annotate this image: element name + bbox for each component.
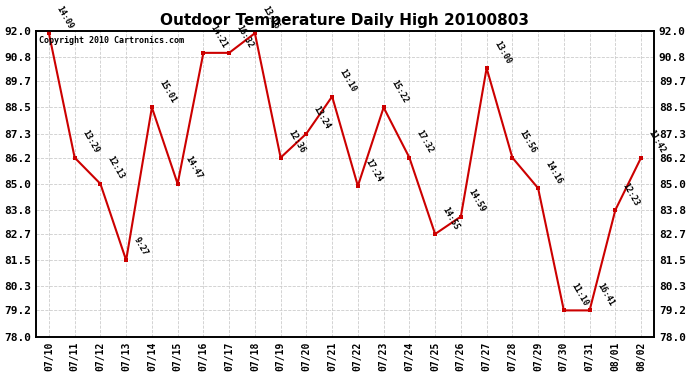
Text: 13:00: 13:00 bbox=[492, 39, 513, 65]
Text: 14:59: 14:59 bbox=[466, 188, 486, 214]
Text: 12:13: 12:13 bbox=[106, 155, 126, 181]
Text: 16:32: 16:32 bbox=[235, 24, 255, 50]
Text: 14:09: 14:09 bbox=[55, 4, 75, 30]
Text: 15:22: 15:22 bbox=[389, 78, 409, 105]
Text: 9:27: 9:27 bbox=[132, 236, 150, 257]
Title: Outdoor Temperature Daily High 20100803: Outdoor Temperature Daily High 20100803 bbox=[161, 13, 529, 28]
Text: 13:29: 13:29 bbox=[80, 129, 101, 155]
Text: 13:10: 13:10 bbox=[337, 68, 358, 94]
Text: 14:16: 14:16 bbox=[544, 159, 564, 185]
Text: 14:21: 14:21 bbox=[209, 24, 229, 50]
Text: 11:42: 11:42 bbox=[647, 129, 667, 155]
Text: 12:36: 12:36 bbox=[286, 129, 306, 155]
Text: 14:47: 14:47 bbox=[184, 155, 204, 181]
Text: 17:32: 17:32 bbox=[415, 129, 435, 155]
Text: 15:56: 15:56 bbox=[518, 129, 538, 155]
Text: 11:10: 11:10 bbox=[569, 282, 590, 308]
Text: 16:41: 16:41 bbox=[595, 282, 615, 308]
Text: 13:24: 13:24 bbox=[312, 105, 332, 131]
Text: Copyright 2010 Cartronics.com: Copyright 2010 Cartronics.com bbox=[39, 36, 184, 45]
Text: 17:24: 17:24 bbox=[364, 157, 384, 183]
Text: 12:23: 12:23 bbox=[621, 181, 641, 207]
Text: 15:01: 15:01 bbox=[157, 78, 178, 105]
Text: 13:16: 13:16 bbox=[260, 4, 281, 30]
Text: 14:55: 14:55 bbox=[441, 205, 461, 231]
